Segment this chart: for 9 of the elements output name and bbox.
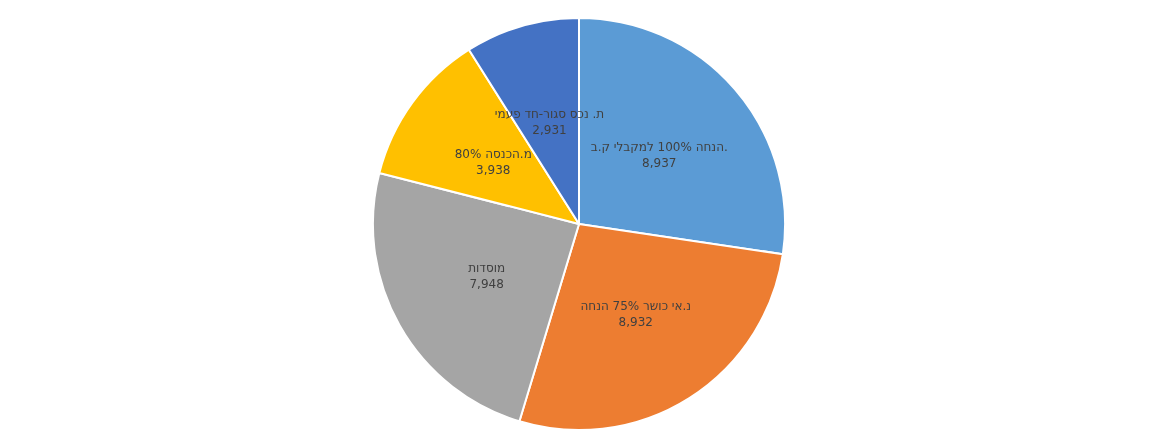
slice-label: הנחה 100% למקבלי ק.ב. <box>590 139 728 154</box>
slice-label: נ.אי כושר 75% הנחה <box>580 298 692 313</box>
data-label: 8,937 <box>642 155 677 170</box>
data-label: 3,938 <box>476 162 511 177</box>
slice-label: מוסדות <box>468 261 506 276</box>
data-label: 7,948 <box>469 277 504 292</box>
data-label: 8,932 <box>618 314 653 329</box>
slice-label: 80% מ.הכנסה <box>454 146 532 161</box>
data-label: 2,931 <box>532 123 567 138</box>
